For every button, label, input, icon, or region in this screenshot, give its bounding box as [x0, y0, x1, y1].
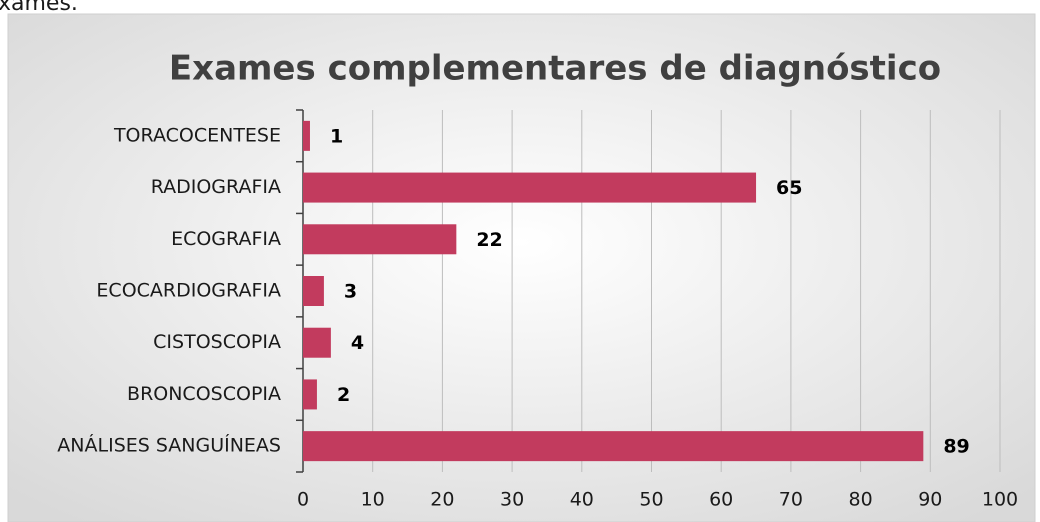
y-tick-label: BRONCOSCOPIA: [127, 383, 281, 405]
x-tick-label: 50: [639, 489, 663, 511]
y-tick-label: ECOGRAFIA: [171, 228, 281, 250]
x-tick-label: 0: [297, 489, 309, 511]
y-tick-label: RADIOGRAFIA: [151, 176, 281, 198]
y-tick-label: TORACOCENTESE: [113, 124, 281, 146]
x-tick-label: 20: [430, 489, 454, 511]
x-tick-label: 60: [709, 489, 733, 511]
x-tick-label: 90: [918, 489, 942, 511]
y-tick-label: ECOCARDIOGRAFIA: [96, 280, 281, 302]
bar: [303, 327, 331, 358]
bar: [303, 172, 757, 203]
bar: [303, 379, 317, 410]
y-tick-label: CISTOSCOPIA: [153, 331, 281, 353]
bar: [303, 431, 924, 462]
x-tick-label: 30: [500, 489, 524, 511]
bar: [303, 276, 324, 306]
data-label: 3: [344, 281, 357, 303]
bar: [303, 224, 457, 255]
x-tick-label: 80: [849, 489, 873, 511]
x-tick-label: 100: [982, 489, 1018, 511]
x-tick-label: 40: [570, 489, 594, 511]
data-label: 22: [476, 229, 502, 251]
data-label: 89: [943, 436, 969, 458]
data-label: 1: [330, 125, 343, 147]
data-label: 2: [337, 384, 350, 406]
bar: [303, 120, 310, 151]
data-label: 65: [776, 177, 802, 199]
x-tick-label: 70: [779, 489, 803, 511]
x-tick-label: 10: [361, 489, 385, 511]
y-tick-label: ANÁLISES SANGUÍNEAS: [57, 434, 281, 457]
data-label: 4: [351, 332, 364, 354]
chart-title: Exames complementares de diagnóstico: [169, 49, 941, 89]
page-text: xames.: [0, 0, 78, 16]
